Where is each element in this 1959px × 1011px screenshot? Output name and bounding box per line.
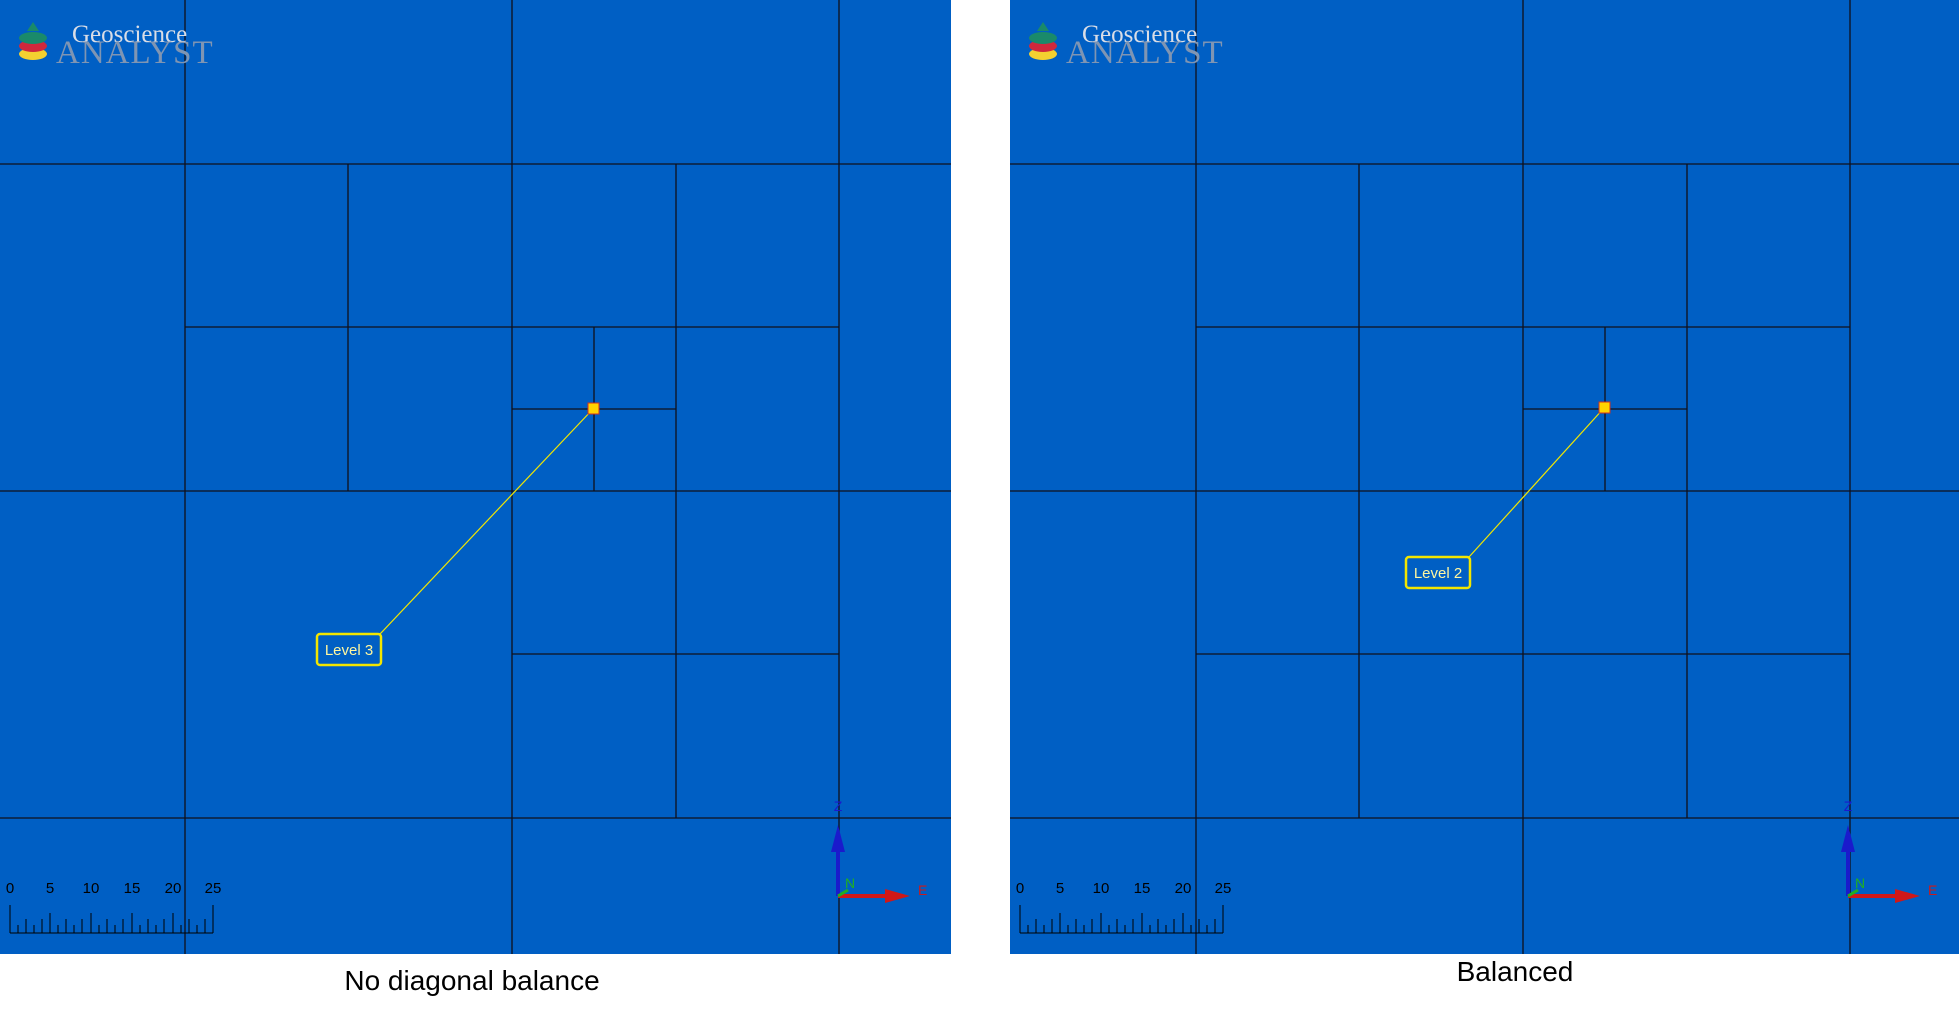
n-axis-label: N — [845, 875, 855, 891]
callout-box — [315, 632, 383, 667]
scale-tick-label: 15 — [1134, 880, 1151, 897]
octree-grid — [1010, 0, 1959, 954]
cell-marker[interactable] — [587, 402, 600, 415]
cell-marker[interactable] — [1598, 401, 1611, 414]
scale-bar: 0 5 10 15 20 25 — [1016, 880, 1232, 934]
caption-left: No diagonal balance — [344, 965, 600, 996]
orientation-axes: Z N E — [831, 798, 927, 903]
scale-tick-label: 25 — [205, 880, 222, 897]
scale-tick-label: 20 — [165, 880, 182, 897]
logo-line2: ANALYST — [56, 35, 214, 71]
viewport-right[interactable]: Geoscience ANALYST Level 2 0 5 10 15 20 … — [1010, 0, 1959, 954]
viewport-background — [1010, 0, 1959, 954]
e-axis-label: E — [918, 882, 927, 898]
scale-tick-label: 5 — [46, 880, 54, 897]
scale-tick-label: 10 — [1093, 880, 1110, 897]
scale-tick-label: 10 — [83, 880, 100, 897]
scale-tick-label: 25 — [1215, 880, 1232, 897]
scale-tick-label: 5 — [1056, 880, 1064, 897]
logo-line1: Geoscience — [1082, 21, 1197, 48]
level-callout[interactable]: Level 3 — [315, 402, 600, 667]
e-axis-label: E — [1928, 882, 1937, 898]
logo-line1: Geoscience — [72, 21, 187, 48]
octree-grid — [0, 0, 951, 954]
callout-leader-line — [379, 408, 594, 635]
caption-right: Balanced — [1456, 956, 1574, 987]
n-axis-label: N — [1855, 875, 1865, 891]
viewport-left[interactable]: Geoscience ANALYST Level 3 0 5 10 15 20 … — [0, 0, 951, 954]
scale-tick-label: 0 — [6, 880, 14, 897]
viewport-background — [0, 0, 951, 954]
scale-tick-label: 0 — [1016, 880, 1024, 897]
logo-layers-icon — [19, 22, 47, 60]
orientation-axes: Z N E — [1841, 798, 1937, 903]
n-axis-arrow — [1847, 888, 1859, 898]
callout-box — [1404, 555, 1472, 590]
logo-line2: ANALYST — [1066, 35, 1224, 71]
callout-label: Level 2 — [1414, 565, 1462, 582]
n-axis-arrow — [837, 888, 849, 898]
app-logo: Geoscience ANALYST — [19, 21, 214, 71]
app-logo: Geoscience ANALYST — [1029, 21, 1224, 71]
logo-layers-icon — [1029, 22, 1057, 60]
scale-tick-label: 15 — [124, 880, 141, 897]
callout-label: Level 3 — [325, 642, 373, 659]
z-axis-label: Z — [834, 798, 843, 814]
scale-bar: 0 5 10 15 20 25 — [6, 880, 222, 934]
scale-tick-label: 20 — [1175, 880, 1192, 897]
callout-leader-line — [1468, 407, 1605, 558]
z-axis-label: Z — [1844, 798, 1853, 814]
level-callout[interactable]: Level 2 — [1404, 401, 1611, 590]
